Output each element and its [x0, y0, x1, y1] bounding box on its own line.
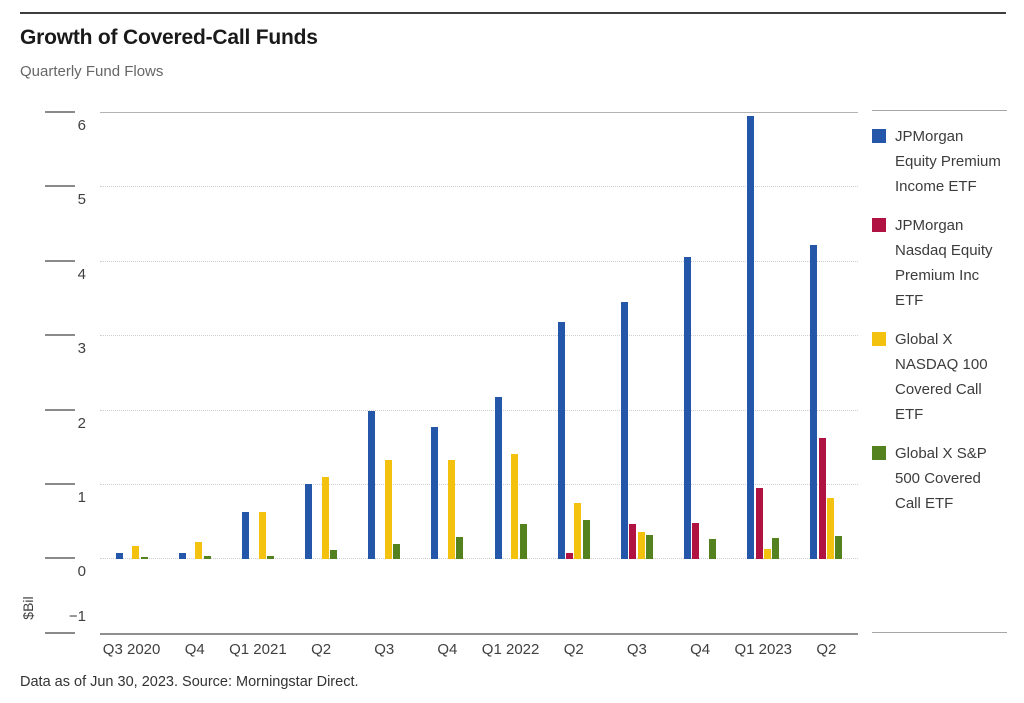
legend-swatch-icon [872, 129, 886, 143]
source-note: Data as of Jun 30, 2023. Source: Morning… [20, 674, 359, 690]
bar [195, 542, 203, 559]
legend-item: JPMorgan Nasdaq Equity Premium Inc ETF [872, 213, 1007, 313]
x-tick-label: Q4 [437, 641, 458, 658]
bar [810, 244, 818, 559]
x-tick-label: Q2 [563, 641, 584, 658]
gridline-4 [100, 260, 858, 262]
gridline-5 [100, 186, 858, 188]
gridline-6 [100, 112, 858, 113]
x-tick-label: Q1 2023 [734, 641, 793, 658]
y-tick-label-0: 0 [77, 563, 86, 581]
bar [684, 256, 692, 559]
bar [818, 438, 826, 559]
x-tick-label: Q2 [311, 641, 332, 658]
y-tick-line-0 [45, 557, 75, 560]
y-axis-unit-label: $Bil [20, 596, 36, 620]
y-tick-label-5: 5 [77, 191, 86, 209]
y-tick-line-2 [45, 408, 75, 411]
bar [241, 511, 249, 559]
legend-swatch-icon [872, 332, 886, 346]
x-tick-label: Q2 [816, 641, 837, 658]
y-tick-line--1 [45, 631, 75, 634]
y-tick-label-6: 6 [77, 117, 86, 134]
header-rule [20, 12, 1006, 14]
x-tick-label: Q4 [184, 641, 205, 658]
legend-label: Global X NASDAQ 100 Covered Call ETF [895, 331, 988, 423]
y-tick-label-1: 1 [77, 489, 86, 506]
gridline-2 [100, 409, 858, 411]
bar [140, 557, 148, 559]
gridline-3 [100, 335, 858, 337]
gridline--1 [100, 632, 858, 635]
y-tick-line-6 [45, 111, 75, 113]
bar [305, 484, 313, 559]
bar [519, 524, 527, 559]
bar [132, 545, 140, 559]
y-tick-line-3 [45, 334, 75, 337]
x-tick-label: Q1 2022 [481, 641, 540, 658]
bar [258, 512, 266, 559]
bar [747, 115, 755, 559]
plot-area [100, 112, 858, 635]
chart-title: Growth of Covered-Call Funds [20, 26, 318, 49]
x-tick-label: Q1 2021 [229, 641, 287, 658]
x-tick-label: Q3 [374, 641, 395, 658]
x-tick-label: Q4 [690, 641, 711, 658]
bar [645, 534, 653, 559]
bar [178, 553, 186, 559]
bar [582, 519, 590, 559]
bar [511, 454, 519, 559]
bar [827, 498, 835, 559]
bar [709, 538, 717, 559]
y-tick-line-4 [45, 259, 75, 262]
bar [448, 460, 456, 559]
bar [566, 553, 574, 559]
bar [763, 548, 771, 559]
x-tick-label: Q3 [626, 641, 647, 658]
bar [637, 531, 645, 559]
legend-label: JPMorgan Nasdaq Equity Premium Inc ETF [895, 217, 993, 309]
y-tick-label--1: −1 [68, 607, 86, 625]
legend-swatch-icon [872, 218, 886, 232]
bar [115, 553, 123, 559]
bar [772, 537, 780, 559]
legend: JPMorgan Equity Premium Income ETF JPMorg… [872, 110, 1007, 516]
bar [629, 524, 637, 559]
y-tick-label-4: 4 [77, 265, 86, 283]
y-tick-label-3: 3 [77, 340, 86, 358]
x-tick-label: Q3 2020 [102, 641, 161, 658]
legend-swatch-icon [872, 446, 886, 460]
bar [835, 535, 843, 559]
bar [574, 502, 582, 559]
bar [494, 397, 502, 559]
bar [203, 556, 211, 559]
bar [692, 522, 700, 559]
bar [330, 549, 338, 559]
legend-item: JPMorgan Equity Premium Income ETF [872, 124, 1007, 199]
legend-item: Global X S&P 500 Covered Call ETF [872, 441, 1007, 516]
bar [755, 487, 763, 559]
y-tick-line-5 [45, 185, 75, 188]
legend-bottom-rule [872, 632, 1007, 633]
legend-label: Global X S&P 500 Covered Call ETF [895, 445, 987, 512]
bar [384, 460, 392, 559]
bar [456, 537, 464, 559]
legend-item: Global X NASDAQ 100 Covered Call ETF [872, 327, 1007, 427]
gridline-1 [100, 484, 858, 485]
y-tick-line-1 [45, 483, 75, 485]
y-tick-label-2: 2 [77, 414, 86, 432]
bar [393, 543, 401, 559]
bar [321, 476, 329, 559]
bar [557, 322, 565, 559]
bar [368, 411, 376, 559]
gridline-0 [100, 558, 858, 560]
bar [431, 426, 439, 559]
chart-subtitle: Quarterly Fund Flows [20, 63, 164, 80]
bar [266, 555, 274, 559]
bar [620, 301, 628, 559]
legend-label: JPMorgan Equity Premium Income ETF [895, 128, 1001, 195]
